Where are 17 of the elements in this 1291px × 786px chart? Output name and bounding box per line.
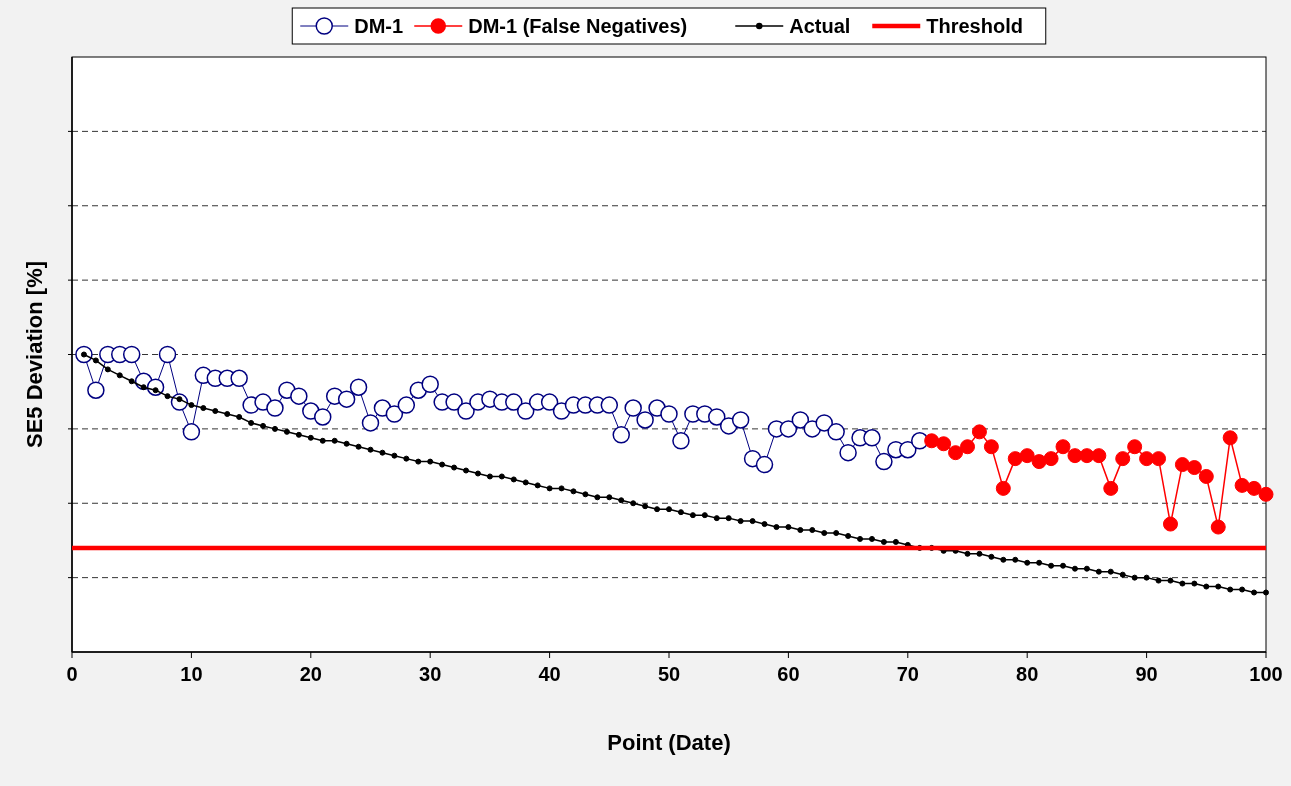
x-tick-label: 40 — [538, 663, 561, 685]
x-tick-label: 80 — [1016, 663, 1039, 685]
y-axis-title: SE5 Deviation [%] — [22, 260, 47, 449]
x-tick-label: 60 — [777, 663, 800, 685]
legend-label: DM-1 (False Negatives) — [468, 15, 688, 37]
legend-label: Actual — [789, 15, 851, 37]
x-axis-title: Point (Date) — [607, 730, 731, 755]
x-tick-label: 90 — [1135, 663, 1158, 685]
legend-label: Threshold — [926, 15, 1023, 37]
x-tick-label: 70 — [896, 663, 919, 685]
x-tick-label: 0 — [66, 663, 78, 685]
x-tick-label: 30 — [419, 663, 442, 685]
legend-label: DM-1 — [354, 15, 404, 37]
x-tick-label: 100 — [1249, 663, 1283, 685]
x-tick-label: 10 — [180, 663, 203, 685]
x-tick-label: 50 — [657, 663, 681, 685]
x-tick-label: 20 — [299, 663, 322, 685]
